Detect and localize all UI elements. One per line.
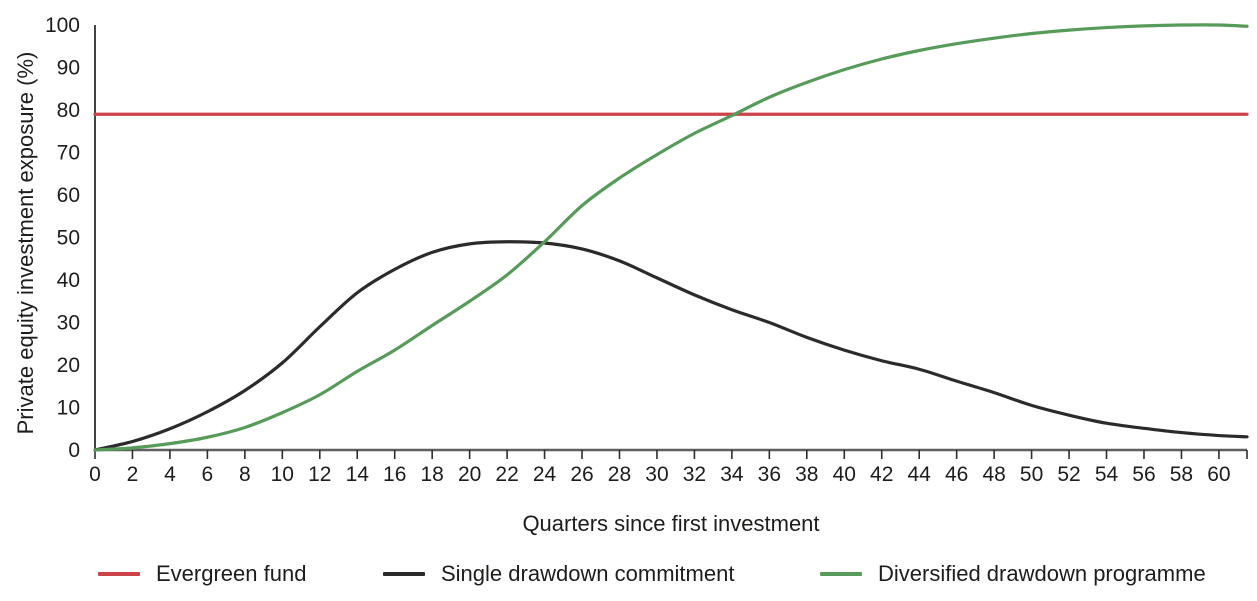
x-tick-label: 28 <box>608 463 631 486</box>
x-tick-label: 8 <box>239 463 251 486</box>
x-tick-label: 44 <box>908 463 932 486</box>
x-tick-label: 24 <box>533 463 557 486</box>
x-tick-label: 32 <box>683 463 706 486</box>
x-tick-label: 16 <box>383 463 406 486</box>
x-tick-label: 50 <box>1020 463 1043 486</box>
plot-area: 0 2 4 6 8 10 12 14 16 18 20 22 24 26 28 30 32 34 36 38 40 42 4… <box>45 14 1249 486</box>
x-tick-label: 34 <box>720 463 744 486</box>
y-tick-label: 40 <box>57 269 80 292</box>
x-tick-label: 40 <box>833 463 856 486</box>
legend-item-single-drawdown-commitment: Single drawdown commitment <box>383 560 734 588</box>
y-tick-label: 90 <box>57 57 80 80</box>
x-tick-label: 58 <box>1170 463 1193 486</box>
legend-dash-green <box>820 572 862 576</box>
x-tick-label: 0 <box>89 463 101 486</box>
x-tick-label: 30 <box>645 463 668 486</box>
legend-label: Diversified drawdown programme <box>878 561 1206 586</box>
x-tick-label: 46 <box>945 463 968 486</box>
x-tick-label: 20 <box>458 463 481 486</box>
y-axis-title: Private equity investment exposure (%) <box>13 51 38 435</box>
x-tick-label: 42 <box>870 463 893 486</box>
x-tick-label: 48 <box>982 463 1005 486</box>
legend-label: Single drawdown commitment <box>441 561 735 586</box>
x-tick-label: 52 <box>1057 463 1080 486</box>
x-tick-label: 36 <box>758 463 781 486</box>
x-tick-label: 18 <box>420 463 443 486</box>
y-tick-label: 80 <box>57 99 80 122</box>
y-tick-label: 100 <box>45 14 80 37</box>
y-tick-label: 60 <box>57 184 80 207</box>
series-line-single-drawdown-commitment <box>93 240 1249 452</box>
y-tick-label: 20 <box>57 354 80 377</box>
x-tick-label: 12 <box>308 463 331 486</box>
x-tick-label: 10 <box>271 463 294 486</box>
y-tick-label: 70 <box>57 142 80 165</box>
x-tick-label: 14 <box>346 463 370 486</box>
x-axis-title: Quarters since first investment <box>522 511 820 536</box>
y-tick-label: 50 <box>57 227 80 250</box>
legend-dash-red <box>98 572 140 576</box>
x-tick-label: 54 <box>1095 463 1119 486</box>
y-tick-label: 0 <box>68 439 80 462</box>
x-tick-label: 56 <box>1132 463 1155 486</box>
x-tick-label: 2 <box>127 463 139 486</box>
x-tick-label: 22 <box>495 463 518 486</box>
x-tick-label: 6 <box>202 463 214 486</box>
x-tick-label: 38 <box>795 463 818 486</box>
legend-dash-black <box>383 572 425 576</box>
legend-item-evergreen-fund: Evergreen fund <box>98 560 306 588</box>
legend-label: Evergreen fund <box>156 561 307 586</box>
x-tick-label: 26 <box>570 463 593 486</box>
y-tick-label: 30 <box>57 312 80 335</box>
legend-item-diversified-drawdown-programme: Diversified drawdown programme <box>820 560 1206 588</box>
y-tick-label: 10 <box>57 397 80 420</box>
x-tick-label: 60 <box>1207 463 1230 486</box>
x-tick-label: 4 <box>164 463 176 486</box>
series-line-diversified-drawdown-programme <box>93 23 1249 452</box>
